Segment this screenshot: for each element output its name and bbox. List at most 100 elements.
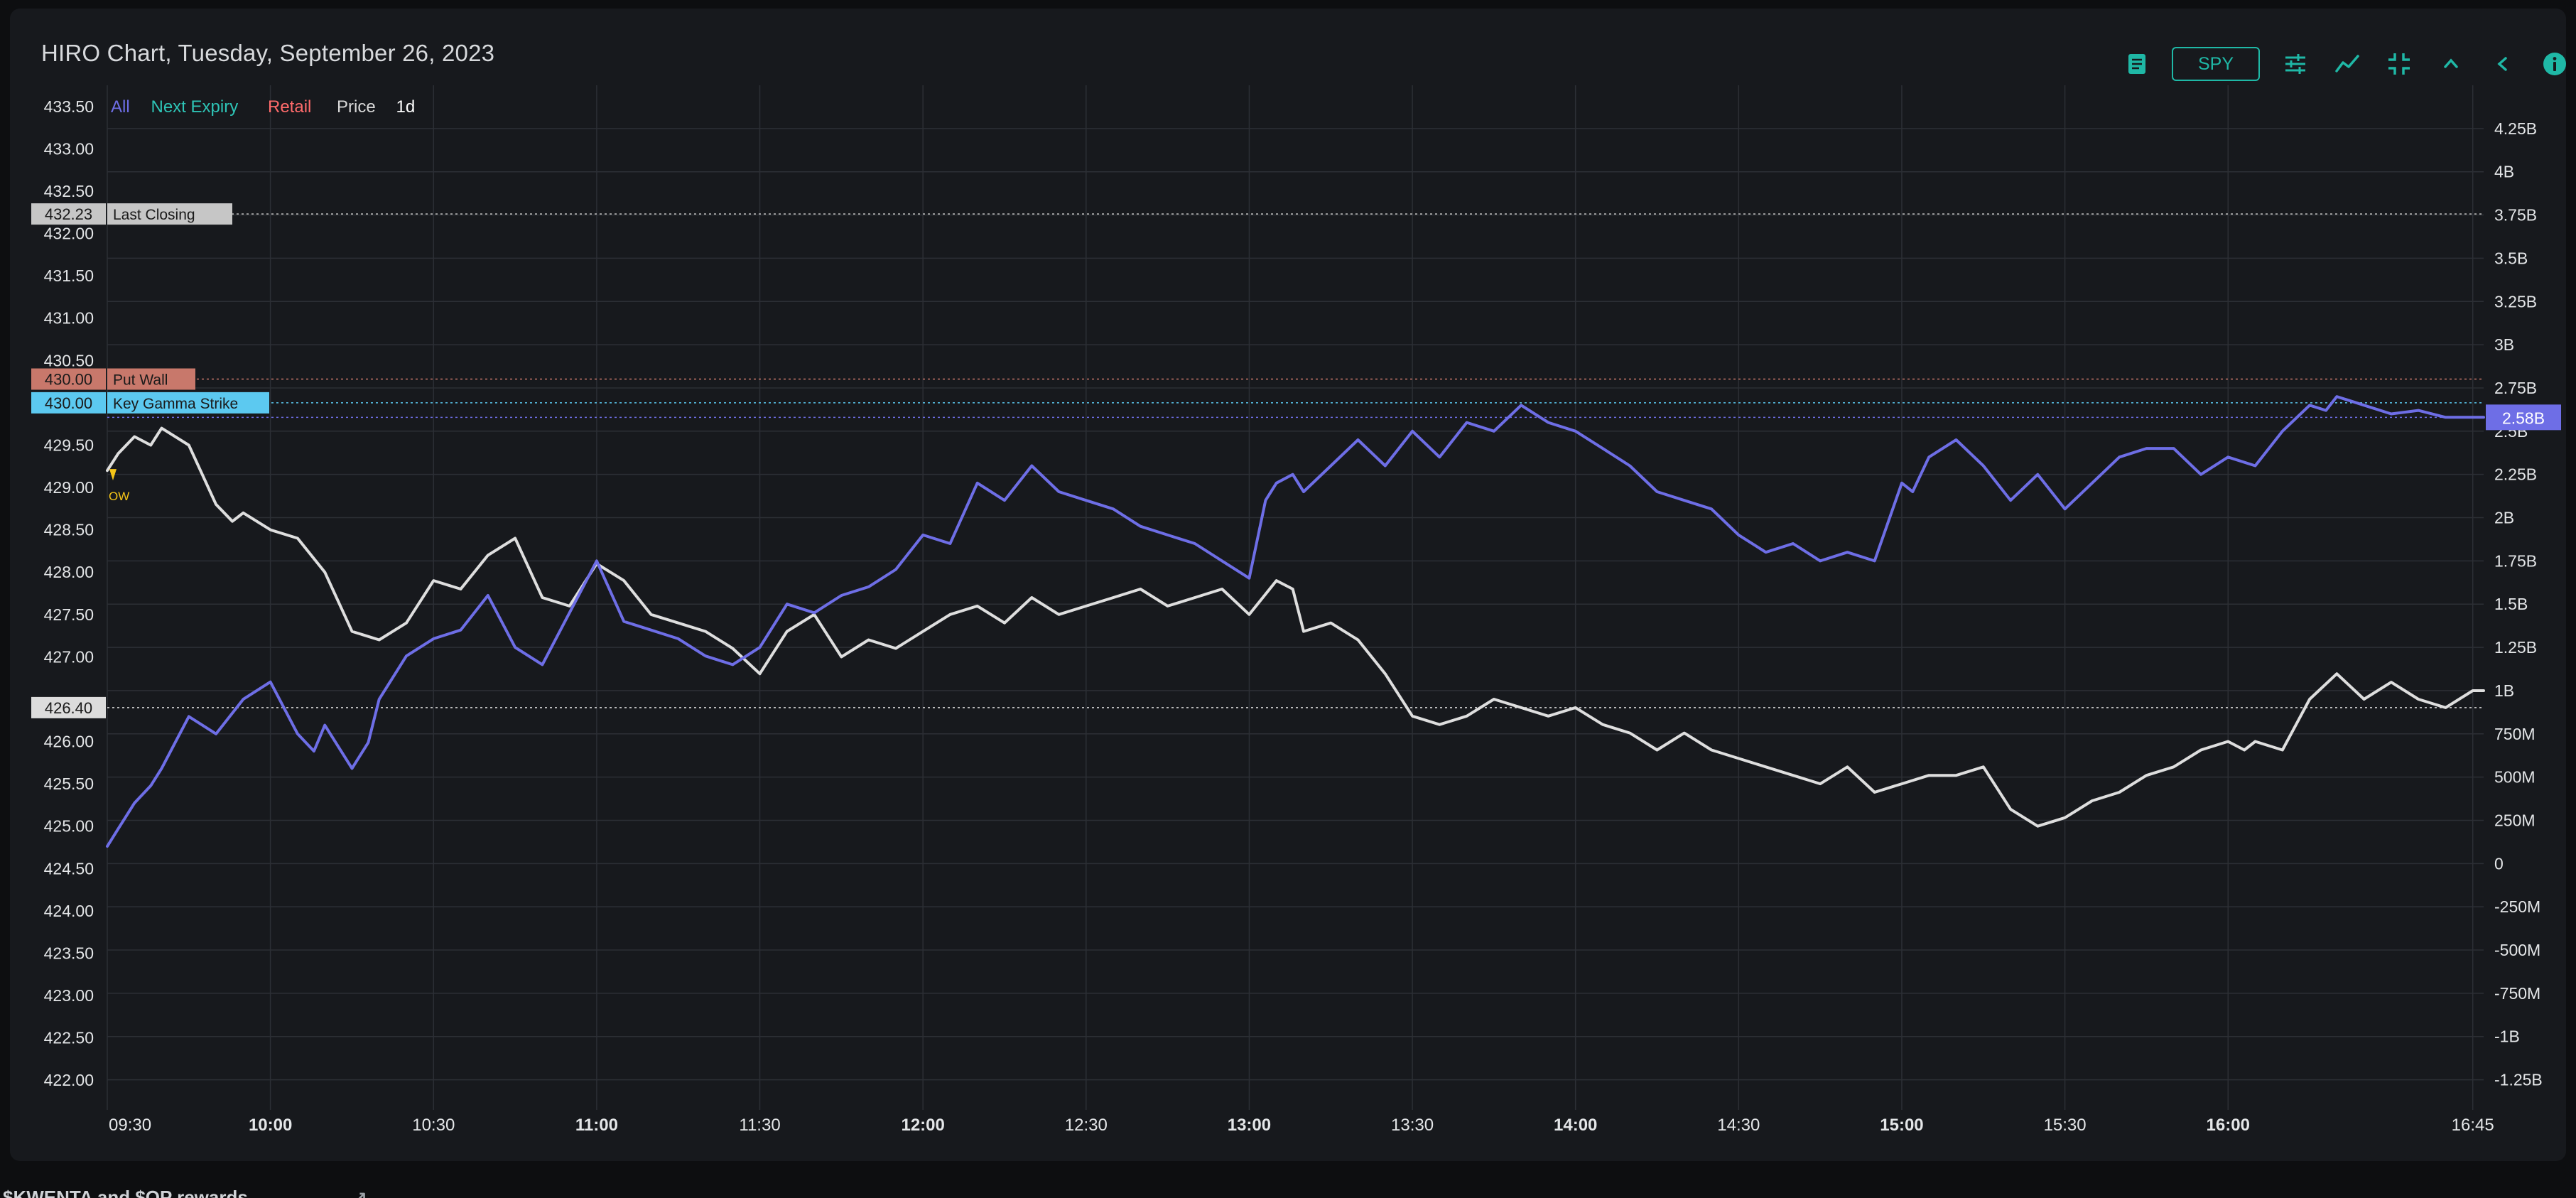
hiro-chart: OW 433.50433.00432.50432.00431.50431.004…: [31, 85, 2561, 1135]
x-tick-label: 11:30: [739, 1116, 780, 1135]
y-right-tick-label: 1.25B: [2494, 638, 2537, 657]
y-right-tick-label: -500M: [2494, 941, 2540, 959]
level-badges: 432.23 Last Closing 430.00 Put Wall 430.00 Ke…: [31, 203, 2561, 718]
y-left-tick-label: 431.50: [44, 266, 94, 285]
external-link-icon: ↗: [354, 1188, 367, 1198]
footer-text: $KWENTA and $OP rewards: [3, 1187, 248, 1198]
y-right-tick-label: 1.75B: [2494, 551, 2537, 570]
right-axis: 4.25B4B3.75B3.5B3.25B3B2.75B2.5B2.25B2B1…: [2494, 119, 2543, 1089]
y-right-tick-label: -1B: [2494, 1027, 2520, 1046]
sliders-icon[interactable]: [2278, 47, 2312, 81]
level-name-text: Key Gamma Strike: [113, 396, 238, 412]
x-tick-label: 10:30: [412, 1116, 455, 1135]
left-axis: 433.50 433.00 432.50 432.00 431.50 431.00 430.…: [44, 97, 94, 1089]
chevron-up-icon[interactable]: [2434, 47, 2468, 81]
gridlines: [107, 85, 2484, 1110]
level-value-badge: [31, 368, 106, 390]
y-right-tick-label: 1.5B: [2494, 595, 2528, 613]
legend-item[interactable]: All: [111, 97, 130, 117]
y-left-tick-label: 433.00: [44, 139, 94, 158]
level-value-badge: [31, 696, 106, 718]
level-name-badge: [107, 203, 232, 225]
x-tick-label: 14:30: [1717, 1116, 1760, 1135]
level-lines: [107, 213, 2484, 708]
current-all-badge: [2486, 404, 2561, 431]
y-right-tick-label: 2B: [2494, 509, 2514, 527]
y-right-tick-label: -1.25B: [2494, 1071, 2543, 1089]
y-right-tick-label: 4.25B: [2494, 119, 2537, 138]
x-tick-label: 15:00: [1880, 1116, 1923, 1135]
x-tick-label: 11:00: [575, 1116, 618, 1135]
level-name-badge: [107, 368, 195, 390]
y-right-tick-label: 3B: [2494, 335, 2514, 354]
x-axis: 09:30 10:00 10:30 11:00 11:30 12:00 12:30 13:00…: [109, 1116, 2494, 1135]
ow-marker: [109, 469, 117, 481]
level-value-text: 426.40: [45, 699, 92, 717]
y-left-tick-label: 427.50: [44, 605, 94, 624]
ow-marker-label: OW: [109, 490, 129, 503]
x-tick-label: 13:30: [1391, 1116, 1434, 1135]
y-right-tick-label: 2.25B: [2494, 465, 2537, 484]
y-right-tick-label: 3.25B: [2494, 292, 2537, 311]
y-left-tick-label: 423.50: [44, 944, 94, 962]
level-value-text: 430.00: [45, 371, 92, 389]
x-tick-label: 15:30: [2044, 1116, 2087, 1135]
y-left-tick-label: 430.50: [44, 351, 94, 369]
y-left-tick-label: 422.50: [44, 1029, 94, 1047]
x-tick-label: 16:45: [2452, 1116, 2494, 1135]
y-left-tick-label: 428.00: [44, 563, 94, 581]
y-left-tick-label: 429.50: [44, 436, 94, 454]
notes-icon[interactable]: [2120, 47, 2154, 81]
chart-panel: HIRO Chart, Tuesday, September 26, 2023 …: [10, 9, 2566, 1161]
y-left-tick-label: 422.00: [44, 1071, 94, 1089]
collapse-icon[interactable]: [2382, 47, 2416, 81]
chevron-left-icon[interactable]: [2486, 47, 2520, 81]
current-all-text: 2.58B: [2502, 409, 2545, 427]
level-value-badge: [31, 392, 106, 414]
info-icon[interactable]: [2538, 47, 2566, 81]
y-left-tick-label: 432.00: [44, 225, 94, 243]
y-right-tick-label: -750M: [2494, 984, 2540, 1003]
y-right-tick-label: 2.75B: [2494, 379, 2537, 397]
y-left-tick-label: 425.50: [44, 775, 94, 793]
y-left-tick-label: 428.50: [44, 521, 94, 539]
y-right-tick-label: 3.75B: [2494, 206, 2537, 225]
legend: All Next Expiry Retail Price 1d: [111, 97, 415, 117]
toolbar: SPY: [2120, 44, 2566, 84]
x-tick-label: 12:30: [1065, 1116, 1108, 1135]
level-value-text: 430.00: [45, 394, 92, 412]
x-tick-label: 10:00: [249, 1116, 292, 1135]
y-left-tick-label: 433.50: [44, 97, 94, 116]
x-tick-label: 09:30: [109, 1116, 151, 1135]
series-line-all: [106, 395, 2485, 848]
level-value-badge: [31, 203, 106, 225]
y-right-tick-label: 1B: [2494, 681, 2514, 700]
y-left-tick-label: 426.00: [44, 733, 94, 751]
legend-item[interactable]: Retail: [268, 97, 311, 117]
y-right-tick-label: 500M: [2494, 768, 2536, 787]
y-right-tick-label: 0: [2494, 854, 2504, 873]
series-line-price: [106, 426, 2485, 828]
y-right-tick-label: -250M: [2494, 897, 2540, 916]
y-left-tick-label: 423.00: [44, 986, 94, 1005]
x-tick-label: 12:00: [901, 1116, 944, 1135]
legend-item[interactable]: Next Expiry: [151, 97, 239, 117]
footer-banner[interactable]: $KWENTA and $OP rewards ↗: [0, 1171, 398, 1198]
y-left-tick-label: 424.00: [44, 902, 94, 920]
legend-item[interactable]: Price: [337, 97, 376, 117]
y-right-tick-label: 3.5B: [2494, 249, 2528, 267]
y-right-tick-label: 750M: [2494, 725, 2536, 743]
level-name-badge: [107, 392, 269, 414]
x-tick-label: 16:00: [2207, 1116, 2250, 1135]
level-name-text: Put Wall: [113, 372, 168, 389]
line-chart-icon[interactable]: [2330, 47, 2364, 81]
y-left-tick-label: 424.50: [44, 859, 94, 878]
ticker-selector-button[interactable]: SPY: [2172, 47, 2260, 81]
y-right-tick-label: 250M: [2494, 811, 2536, 829]
y-left-tick-label: 427.00: [44, 647, 94, 666]
y-left-tick-label: 425.00: [44, 817, 94, 836]
legend-item[interactable]: 1d: [396, 97, 416, 117]
y-left-tick-label: 432.50: [44, 182, 94, 200]
x-tick-label: 14:00: [1554, 1116, 1597, 1135]
x-tick-label: 13:00: [1228, 1116, 1271, 1135]
